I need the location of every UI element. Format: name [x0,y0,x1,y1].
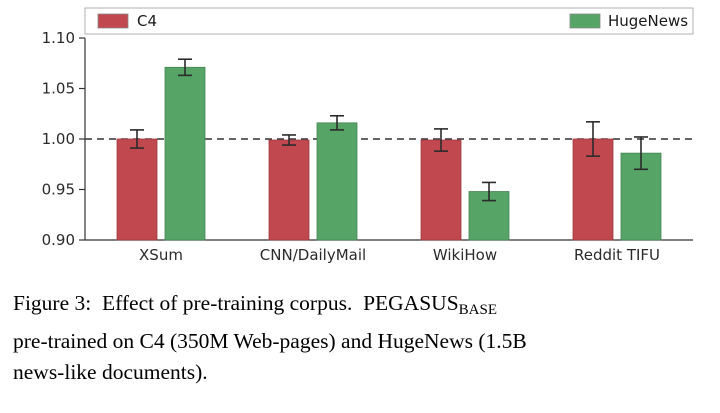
legend-label-hugenews: HugeNews [608,12,688,30]
bar-c4-xsum [116,138,158,241]
x-tick-label: XSum [139,246,183,264]
caption-line-2: pre-trained on C4 (350M Web-pages) and H… [13,329,527,353]
y-tick-label: 0.90 [42,231,75,249]
x-tick-label: WikiHow [433,246,497,264]
x-tick-label: Reddit TIFU [574,246,660,264]
chart-canvas: C4 HugeNews 0.90 0.95 1.00 1.05 1.10 XSum CNN/Da… [42,7,694,264]
legend-swatch-hugenews [569,13,601,29]
bar-hugenews-cnn-dailymail [316,122,358,241]
y-tick-label: 1.05 [42,80,75,98]
caption-subscript: BASE [458,302,497,318]
caption-line-3: news-like documents). [13,360,208,384]
y-tick-label: 1.10 [42,29,75,47]
caption-line-1: Figure 3: Effect of pre-training corpus.… [13,288,713,326]
bar-hugenews-xsum [164,66,206,241]
y-tick-label: 0.95 [42,181,75,199]
bar-c4-cnn-dailymail [268,139,310,241]
legend-swatch-c4 [97,13,129,29]
legend-label-c4: C4 [137,12,157,30]
y-tick-label: 1.00 [42,130,75,148]
caption-text: Figure 3: Effect of pre-training corpus.… [13,291,459,315]
bar-chart: C4 HugeNews 0.90 0.95 1.00 1.05 1.10 XSum CNN/Da… [42,7,694,264]
bar-c4-wikihow [420,139,462,241]
x-tick-label: CNN/DailyMail [260,246,366,264]
figure-caption: Figure 3: Effect of pre-training corpus.… [13,288,713,388]
legend-box [84,7,694,35]
